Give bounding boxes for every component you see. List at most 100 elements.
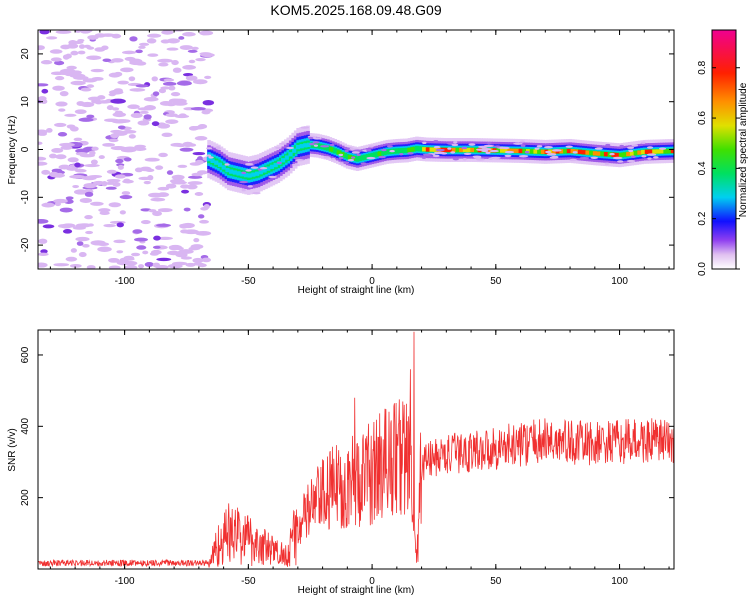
signal-halo-blob bbox=[477, 145, 488, 149]
x-tick-label: -100 bbox=[115, 276, 135, 287]
signal-track-core bbox=[518, 148, 523, 154]
signal-halo-blob bbox=[252, 191, 261, 195]
noise-blob bbox=[155, 165, 164, 170]
noise-blob bbox=[170, 91, 181, 97]
signal-halo-blob bbox=[245, 169, 252, 172]
signal-halo-blob bbox=[293, 157, 301, 160]
noise-blob bbox=[171, 180, 187, 185]
x-tick-label: 100 bbox=[611, 276, 628, 287]
noise-blob bbox=[138, 45, 146, 49]
noise-blob bbox=[135, 84, 149, 88]
noise-blob bbox=[165, 119, 179, 124]
figure-title: KOM5.2025.168.09.48.G09 bbox=[270, 2, 441, 18]
noise-blob bbox=[78, 117, 94, 122]
noise-blob bbox=[175, 143, 187, 148]
noise-blob bbox=[171, 174, 185, 180]
signal-halo-blob bbox=[208, 156, 214, 159]
signal-halo-blob bbox=[323, 156, 331, 159]
signal-track-core bbox=[377, 151, 382, 156]
signal-halo-blob bbox=[422, 153, 433, 156]
noise-blob bbox=[90, 159, 98, 165]
noise-blob bbox=[187, 181, 203, 185]
signal-halo-blob bbox=[658, 147, 667, 150]
signal-halo-blob bbox=[572, 151, 578, 154]
signal-track-core bbox=[641, 149, 646, 155]
noise-blob bbox=[145, 168, 155, 172]
signal-track-core bbox=[566, 148, 572, 154]
noise-blob bbox=[194, 136, 208, 141]
noise-blob bbox=[86, 114, 95, 119]
x-tick-label: 50 bbox=[490, 276, 502, 287]
signal-halo-blob bbox=[206, 147, 213, 150]
signal-track-core bbox=[366, 154, 371, 159]
signal-halo-blob bbox=[647, 157, 652, 160]
noise-blob bbox=[172, 67, 182, 73]
spectrogram-y-axis-label: Frequency (Hz) bbox=[7, 116, 18, 185]
noise-blob bbox=[168, 85, 176, 91]
signal-halo-blob bbox=[309, 142, 315, 146]
signal-track-core bbox=[551, 149, 557, 154]
colorbar: 0.0 0.2 0.4 0.6 0.8 Normalized spectral ampl… bbox=[697, 29, 749, 276]
noise-blob bbox=[140, 219, 151, 225]
noise-blob bbox=[73, 189, 89, 195]
signal-halo-blob bbox=[329, 143, 335, 147]
signal-track-core bbox=[622, 152, 627, 157]
noise-blob bbox=[94, 47, 106, 52]
noise-blob bbox=[121, 50, 137, 55]
noise-blob bbox=[134, 237, 148, 242]
noise-blob bbox=[51, 148, 64, 153]
x-tick-label: -100 bbox=[115, 576, 135, 587]
noise-blob bbox=[151, 121, 160, 127]
noise-blob bbox=[98, 208, 111, 213]
signal-track-core bbox=[600, 151, 605, 157]
noise-blob bbox=[204, 75, 212, 80]
noise-blob bbox=[114, 174, 126, 179]
signal-halo-blob bbox=[520, 140, 525, 143]
noise-blob bbox=[40, 60, 53, 65]
noise-blob bbox=[116, 259, 130, 266]
noise-blob bbox=[59, 90, 69, 97]
noise-blob bbox=[143, 114, 152, 120]
signal-halo-blob bbox=[356, 153, 361, 156]
noise-blob bbox=[192, 262, 205, 266]
noise-blob bbox=[55, 154, 67, 160]
noise-blob bbox=[117, 164, 124, 170]
signal-track-core bbox=[455, 147, 460, 153]
signal-halo-blob bbox=[594, 147, 603, 150]
signal-track-core bbox=[255, 171, 260, 176]
noise-blob bbox=[163, 78, 175, 82]
noise-blob bbox=[121, 191, 131, 196]
noise-blob bbox=[58, 108, 66, 112]
signal-halo-blob bbox=[339, 162, 344, 165]
signal-halo-blob bbox=[450, 151, 456, 154]
signal-halo-blob bbox=[344, 149, 349, 153]
signal-halo-blob bbox=[347, 158, 355, 162]
signal-track-core bbox=[667, 148, 672, 154]
noise-blob bbox=[67, 157, 79, 163]
signal-track-core bbox=[355, 156, 360, 162]
noise-blob bbox=[147, 53, 159, 57]
noise-blob bbox=[197, 214, 205, 219]
signal-track-core bbox=[511, 148, 516, 153]
signal-halo-blob bbox=[320, 145, 330, 148]
noise-blob bbox=[197, 170, 208, 175]
noise-blob bbox=[137, 120, 150, 126]
noise-blob bbox=[103, 223, 116, 228]
signal-halo-blob bbox=[338, 156, 344, 160]
signal-halo-blob bbox=[494, 145, 501, 148]
signal-track-core bbox=[273, 162, 278, 168]
noise-blob bbox=[185, 75, 198, 81]
noise-blob bbox=[89, 150, 96, 156]
noise-blob bbox=[108, 202, 121, 208]
signal-track-core bbox=[422, 147, 427, 152]
signal-halo-blob bbox=[216, 147, 221, 150]
noise-blob bbox=[102, 58, 112, 62]
signal-halo-blob bbox=[490, 156, 501, 160]
signal-track-core bbox=[659, 149, 664, 154]
signal-track-core bbox=[433, 147, 438, 152]
noise-blob bbox=[110, 98, 126, 104]
noise-blob bbox=[73, 137, 83, 142]
signal-track-core bbox=[262, 168, 267, 173]
noise-blob bbox=[182, 32, 196, 37]
noise-blob bbox=[166, 102, 176, 107]
